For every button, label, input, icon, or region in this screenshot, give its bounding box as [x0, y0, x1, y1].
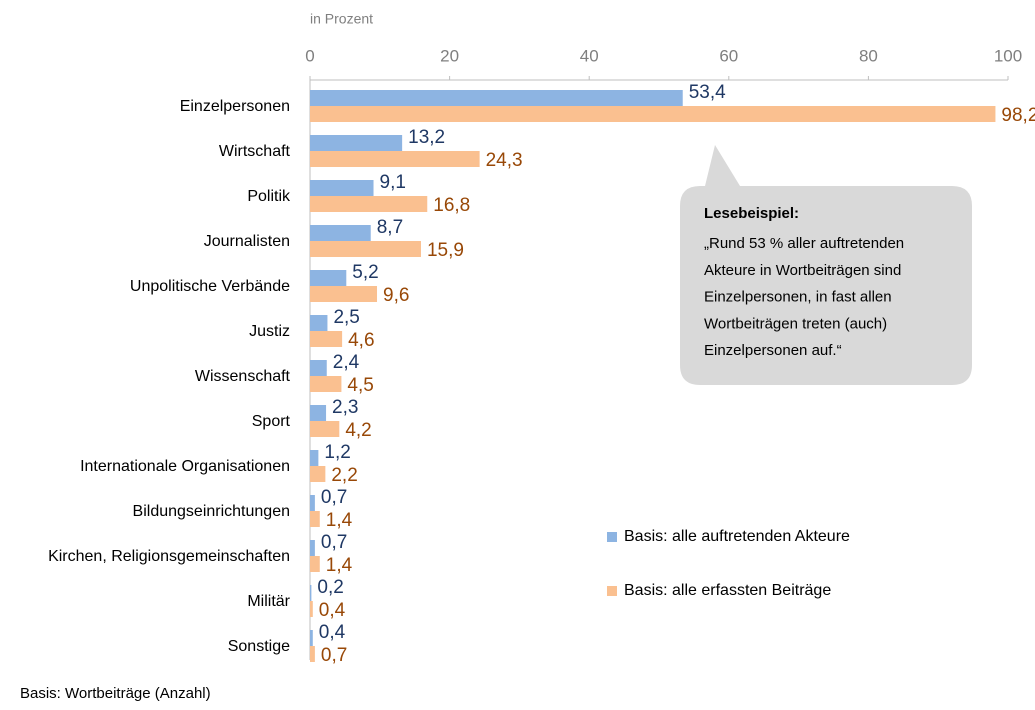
category-label: Justiz	[249, 323, 290, 340]
value-label: 15,9	[427, 240, 464, 261]
x-tick-label: 0	[305, 46, 314, 65]
value-label: 9,1	[380, 172, 406, 193]
x-tick-label: 20	[440, 46, 459, 65]
bar	[310, 630, 313, 646]
bar	[310, 466, 326, 482]
category-label: Einzelpersonen	[180, 98, 290, 115]
bar	[310, 495, 315, 511]
value-label: 0,7	[321, 532, 347, 553]
bar	[310, 180, 374, 196]
bar	[310, 405, 327, 421]
value-label: 2,2	[331, 465, 357, 486]
value-label: 2,5	[333, 307, 359, 328]
category-label: Unpolitische Verbände	[130, 278, 290, 295]
x-tick-label: 80	[859, 46, 878, 65]
value-label: 4,6	[348, 330, 374, 351]
value-label: 24,3	[486, 150, 523, 171]
value-label: 16,8	[433, 195, 470, 216]
legend-swatch	[607, 586, 617, 596]
value-label: 0,4	[319, 600, 346, 621]
bar	[310, 106, 996, 122]
bar	[310, 511, 320, 527]
category-label: Militär	[247, 593, 290, 610]
value-label: 5,2	[352, 262, 378, 283]
bar	[310, 360, 327, 376]
bar	[310, 286, 378, 302]
callout-line: Einzelpersonen, in fast allen	[704, 289, 892, 306]
value-label: 0,7	[321, 487, 347, 508]
bar	[310, 585, 312, 601]
bar	[310, 196, 428, 212]
bar	[310, 225, 371, 241]
value-label: 1,4	[326, 555, 353, 576]
callout-title: Lesebeispiel:	[704, 205, 799, 222]
x-tick-label: 60	[719, 46, 738, 65]
bar	[310, 376, 342, 392]
legend-swatch	[607, 532, 617, 542]
value-label: 53,4	[689, 82, 726, 103]
category-label: Kirchen, Religionsgemeinschaften	[48, 548, 290, 565]
callout-line: Akteure in Wortbeiträgen sind	[704, 262, 901, 279]
category-label: Journalisten	[204, 233, 290, 250]
value-label: 2,3	[332, 397, 358, 418]
bar	[310, 241, 421, 257]
value-label: 9,6	[383, 285, 409, 306]
bar	[310, 646, 315, 662]
callout-line: Einzelpersonen auf.“	[704, 342, 842, 359]
value-label: 0,7	[321, 645, 347, 666]
callout-line: Wortbeiträgen treten (auch)	[704, 315, 887, 332]
category-label: Sonstige	[228, 638, 290, 655]
legend-label: Basis: alle auftretenden Akteure	[624, 528, 850, 545]
legend-label: Basis: alle erfassten Beiträge	[624, 582, 831, 599]
category-label: Wirtschaft	[219, 143, 291, 160]
category-label: Sport	[252, 413, 291, 430]
value-label: 8,7	[377, 217, 403, 238]
footnote: Basis: Wortbeiträge (Anzahl)	[20, 685, 211, 702]
bar	[310, 135, 403, 151]
axis-label: in Prozent	[310, 11, 373, 27]
category-label: Politik	[247, 188, 291, 205]
bar	[310, 450, 319, 466]
value-label: 4,5	[347, 375, 373, 396]
category-label: Bildungseinrichtungen	[133, 503, 290, 520]
bar	[310, 331, 343, 347]
bar	[310, 421, 340, 437]
bar	[310, 90, 683, 106]
x-tick-label: 100	[994, 46, 1022, 65]
value-label: 2,4	[333, 352, 360, 373]
bar	[310, 270, 347, 286]
value-label: 0,4	[319, 622, 346, 643]
x-tick-label: 40	[580, 46, 599, 65]
bar	[310, 601, 313, 617]
category-label: Internationale Organisationen	[80, 458, 290, 475]
value-label: 4,2	[345, 420, 371, 441]
value-label: 13,2	[408, 127, 445, 148]
callout-line: „Rund 53 % aller auftretenden	[704, 235, 904, 252]
bar	[310, 540, 315, 556]
bar	[310, 151, 480, 167]
value-label: 98,2	[1001, 105, 1035, 126]
bar	[310, 556, 320, 572]
value-label: 0,2	[317, 577, 343, 598]
bar	[310, 315, 328, 331]
category-label: Wissenschaft	[195, 368, 291, 385]
callout	[680, 145, 972, 385]
value-label: 1,4	[326, 510, 353, 531]
value-label: 1,2	[324, 442, 350, 463]
